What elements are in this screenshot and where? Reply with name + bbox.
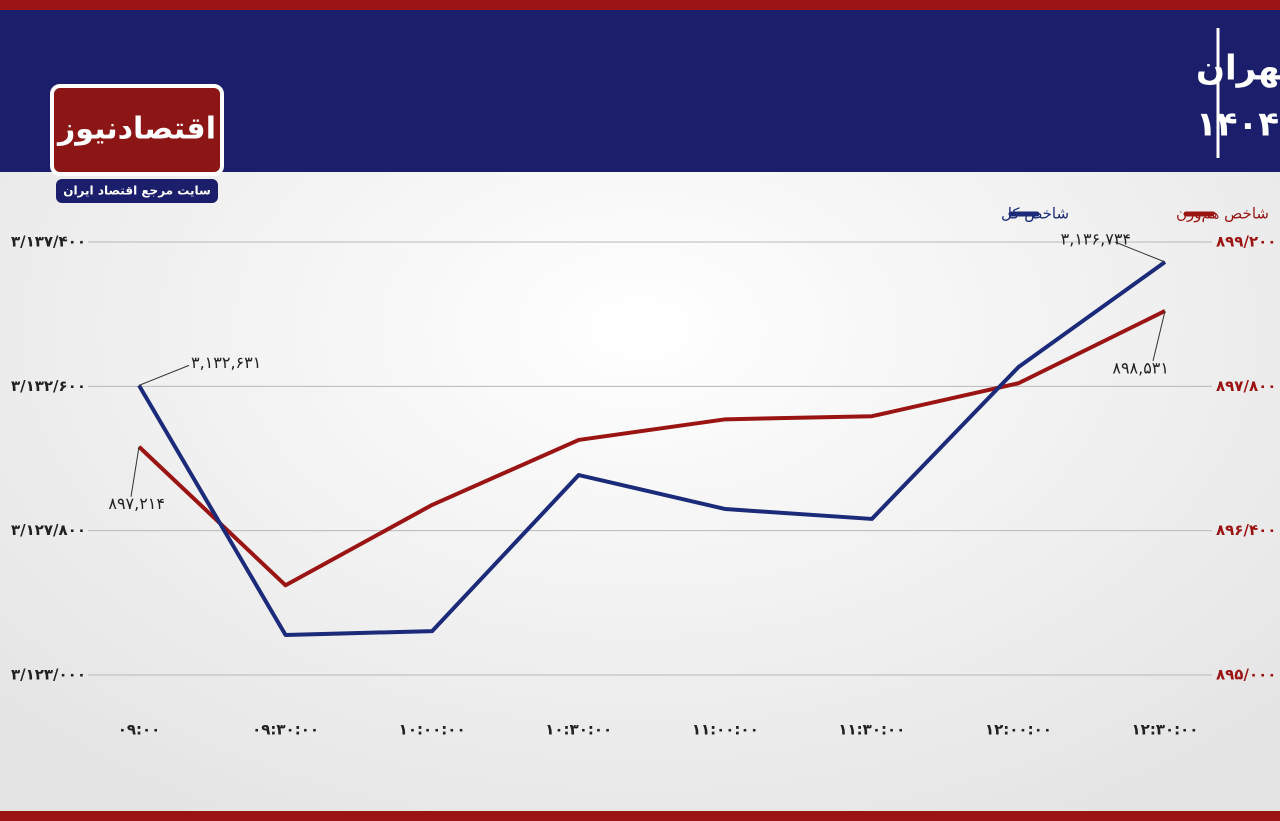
- legend-label: شاخص کل: [1001, 205, 1069, 223]
- y-tick-label: ۳/۱۲۷/۸۰۰: [11, 521, 86, 539]
- top-stripe: [0, 0, 1280, 10]
- logo-name: اقتصادنیوز: [56, 112, 216, 147]
- logo-tagline: سایت مرجع اقتصاد ایران: [63, 184, 211, 198]
- y2-tick-label: ۸۹۵/۰۰۰: [1216, 666, 1276, 684]
- logo-box: [50, 84, 224, 176]
- bottom-stripe: [0, 811, 1280, 821]
- series-line: [137, 309, 1166, 588]
- x-tick-label: ۰۹:۰۰: [118, 721, 161, 739]
- x-tick-label: ۱۰:۳۰:۰۰: [545, 721, 612, 739]
- x-tick-label: ۰۹:۳۰:۰۰: [252, 721, 319, 739]
- label-leader: [138, 364, 190, 386]
- y-tick-label: ۳/۱۲۳/۰۰۰: [11, 666, 86, 684]
- data-label: ۸۹۷,۲۱۴: [108, 494, 165, 513]
- data-label: ۳,۱۳۲,۶۳۱: [191, 353, 261, 372]
- x-tick-label: ۱۱:۰۰:۰۰: [692, 721, 759, 739]
- legend-label: شاخص هم‌وزن: [1176, 205, 1269, 223]
- label-leader: [130, 446, 140, 497]
- y-tick-label: ۳/۱۳۷/۴۰۰: [11, 233, 86, 251]
- x-tick-label: ۱۱:۳۰:۰۰: [838, 721, 905, 739]
- series-line: [137, 260, 1167, 638]
- logo-tagline-box: [56, 179, 218, 203]
- label-leader: [1152, 310, 1166, 362]
- label-leader: [1114, 241, 1166, 263]
- y2-tick-label: ۸۹۶/۴۰۰: [1216, 521, 1276, 539]
- data-label: ۸۹۸,۵۳۱: [1112, 358, 1169, 377]
- chart-subtitle: چهارشنبه ۳ اردیبهشت ۱۴۰۴: [1196, 105, 1280, 145]
- x-tick-label: ۱۲:۰۰:۰۰: [985, 721, 1052, 739]
- y2-tick-label: ۸۹۷/۸۰۰: [1216, 377, 1276, 395]
- data-label: ۳,۱۳۶,۷۳۴: [1061, 230, 1131, 249]
- x-tick-label: ۱۲:۳۰:۰۰: [1132, 721, 1199, 739]
- x-tick-label: ۱۰:۰۰:۰۰: [399, 721, 466, 739]
- chart-title: روند ساعتی شاخص کل و هم‌وزن بورس تهران: [1196, 49, 1280, 89]
- y-tick-label: ۳/۱۳۲/۶۰۰: [11, 377, 86, 395]
- y2-tick-label: ۸۹۹/۲۰۰: [1216, 233, 1276, 251]
